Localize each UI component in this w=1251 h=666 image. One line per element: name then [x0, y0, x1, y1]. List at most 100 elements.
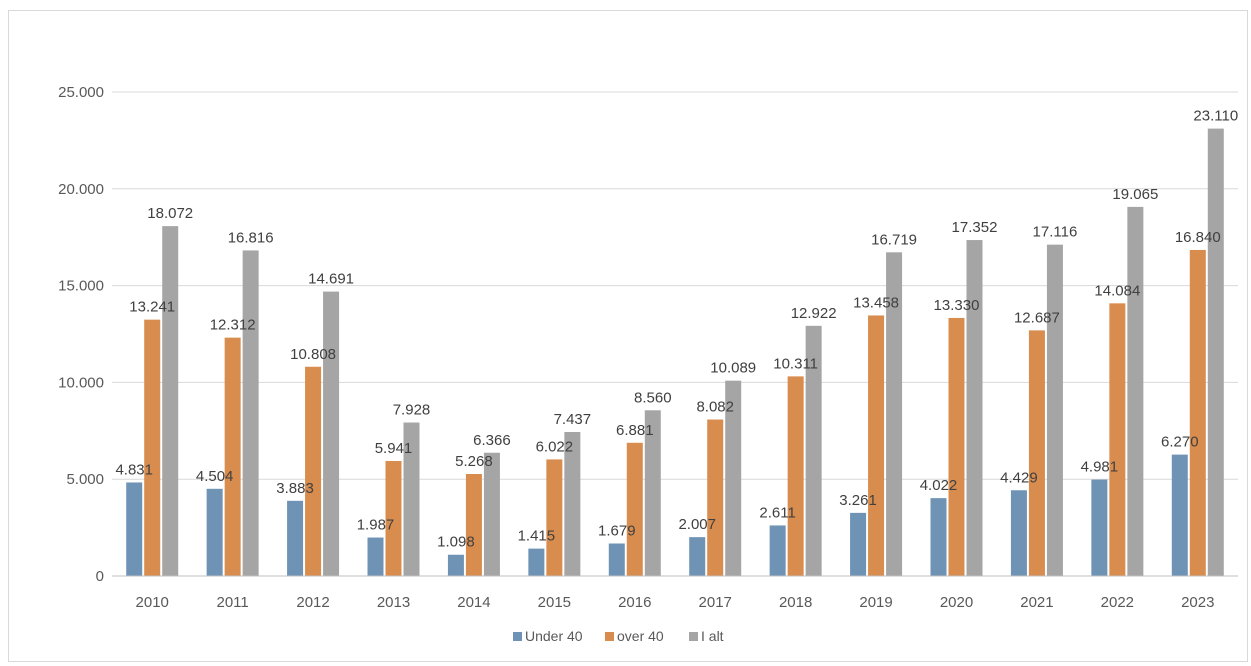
data-label-i-alt-2020: 17.352: [952, 219, 998, 236]
legend-swatch-under-40: [513, 632, 522, 641]
legend-swatch-i-alt: [689, 632, 698, 641]
legend-label: Under 40: [525, 628, 583, 644]
bar-over-40-2023: [1189, 249, 1206, 576]
bar-under-40-2016: [608, 543, 625, 576]
bar-over-40-2021: [1028, 330, 1045, 576]
data-label-over-40-2011: 12.312: [210, 317, 256, 334]
bar-i-alt-2013: [403, 422, 420, 576]
bar-over-40-2014: [465, 474, 482, 576]
x-tick-label: 2019: [859, 594, 892, 611]
data-label-i-alt-2021: 17.116: [1033, 224, 1078, 241]
data-label-over-40-2014: 5.268: [455, 453, 493, 470]
bar-over-40-2020: [948, 317, 965, 576]
y-tick-label: 5.000: [66, 471, 104, 488]
bar-over-40-2013: [385, 460, 402, 576]
bar-over-40-2012: [305, 366, 322, 576]
data-label-over-40-2020: 13.330: [934, 297, 980, 314]
data-label-over-40-2016: 6.881: [616, 422, 654, 439]
bar-i-alt-2012: [323, 291, 340, 576]
bar-i-alt-2018: [805, 325, 822, 576]
y-tick-label: 15.000: [58, 278, 104, 295]
bar-under-40-2021: [1010, 490, 1027, 576]
data-label-i-alt-2012: 14.691: [308, 271, 354, 288]
bars: [126, 128, 1224, 576]
legend-label: I alt: [701, 628, 724, 644]
data-label-i-alt-2011: 16.816: [228, 229, 274, 246]
x-tick-label: 2015: [538, 594, 571, 611]
data-label-over-40-2022: 14.084: [1094, 282, 1140, 299]
legend-label: over 40: [617, 628, 664, 644]
bar-i-alt-2014: [483, 452, 500, 576]
bar-i-alt-2010: [162, 226, 179, 576]
data-labels: 4.831 13.241 18.072 4.504 12.312 16.816 3.883 1…: [115, 108, 1238, 551]
bar-over-40-2019: [868, 315, 885, 576]
data-label-under-40-2020: 4.022: [920, 477, 958, 494]
data-label-i-alt-2016: 8.560: [634, 389, 672, 406]
bar-under-40-2022: [1091, 479, 1108, 576]
legend: Under 40 over 40 I alt: [513, 628, 724, 644]
data-label-over-40-2010: 13.241: [129, 299, 175, 316]
x-tick-label: 2011: [217, 594, 249, 611]
bar-under-40-2011: [206, 488, 223, 576]
bar-i-alt-2017: [725, 380, 742, 576]
gridlines: [112, 91, 1238, 577]
data-label-over-40-2017: 8.082: [696, 399, 734, 416]
bar-under-40-2010: [126, 482, 143, 576]
data-label-under-40-2013: 1.987: [357, 517, 395, 534]
bar-over-40-2015: [546, 459, 563, 576]
x-tick-label: 2014: [457, 594, 490, 611]
y-tick-label: 0: [96, 568, 104, 585]
y-tick-label: 20.000: [58, 181, 104, 198]
bar-i-alt-2023: [1207, 128, 1224, 576]
bar-i-alt-2015: [564, 432, 581, 576]
data-label-under-40-2023: 6.270: [1161, 434, 1199, 451]
data-label-under-40-2015: 1.415: [518, 528, 556, 545]
data-label-under-40-2019: 3.261: [839, 492, 877, 509]
y-tick-label: 25.000: [58, 84, 104, 101]
data-label-i-alt-2010: 18.072: [147, 205, 193, 222]
bar-under-40-2019: [850, 512, 867, 576]
bar-i-alt-2020: [966, 240, 983, 576]
bar-i-alt-2016: [644, 410, 661, 576]
data-label-i-alt-2015: 7.437: [554, 411, 592, 428]
bar-under-40-2017: [689, 537, 706, 576]
bar-under-40-2014: [447, 554, 464, 576]
data-label-over-40-2013: 5.941: [375, 440, 413, 457]
data-label-under-40-2018: 2.611: [759, 504, 795, 521]
y-axis: 0 5.000 10.000 15.000 20.000 25.000: [58, 84, 104, 585]
x-tick-label: 2017: [699, 594, 732, 611]
data-label-over-40-2018: 10.311: [773, 355, 818, 372]
bar-i-alt-2022: [1127, 206, 1144, 576]
bar-over-40-2016: [626, 442, 643, 576]
bar-i-alt-2021: [1046, 244, 1063, 576]
x-tick-label: 2018: [779, 594, 812, 611]
bar-over-40-2022: [1109, 303, 1126, 576]
data-label-under-40-2011: 4.504: [196, 468, 234, 485]
x-tick-label: 2012: [296, 594, 329, 611]
bar-i-alt-2019: [886, 252, 903, 576]
x-tick-label: 2022: [1101, 594, 1134, 611]
bar-over-40-2010: [144, 319, 161, 576]
data-label-under-40-2021: 4.429: [1000, 469, 1038, 486]
x-axis: 2010 2011 2012 2013 2014 2015 2016 2017 2018 2019…: [112, 575, 1238, 611]
bar-under-40-2015: [528, 548, 545, 576]
data-label-i-alt-2017: 10.089: [710, 360, 756, 377]
x-tick-label: 2021: [1020, 594, 1053, 611]
legend-swatch-over-40: [605, 632, 614, 641]
x-tick-label: 2013: [377, 594, 410, 611]
data-label-over-40-2012: 10.808: [290, 346, 336, 363]
data-label-i-alt-2014: 6.366: [473, 432, 511, 449]
x-tick-label: 2016: [618, 594, 651, 611]
bar-under-40-2018: [769, 525, 786, 576]
data-label-over-40-2023: 16.840: [1175, 229, 1221, 246]
data-label-under-40-2014: 1.098: [437, 534, 475, 551]
data-label-i-alt-2022: 19.065: [1112, 186, 1158, 203]
data-label-under-40-2017: 2.007: [678, 516, 716, 533]
y-tick-label: 10.000: [58, 374, 104, 391]
bar-under-40-2012: [287, 500, 304, 576]
data-label-under-40-2010: 4.831: [115, 461, 153, 478]
data-label-over-40-2015: 6.022: [536, 438, 574, 455]
data-label-i-alt-2013: 7.928: [393, 402, 431, 419]
x-tick-label: 2020: [940, 594, 973, 611]
